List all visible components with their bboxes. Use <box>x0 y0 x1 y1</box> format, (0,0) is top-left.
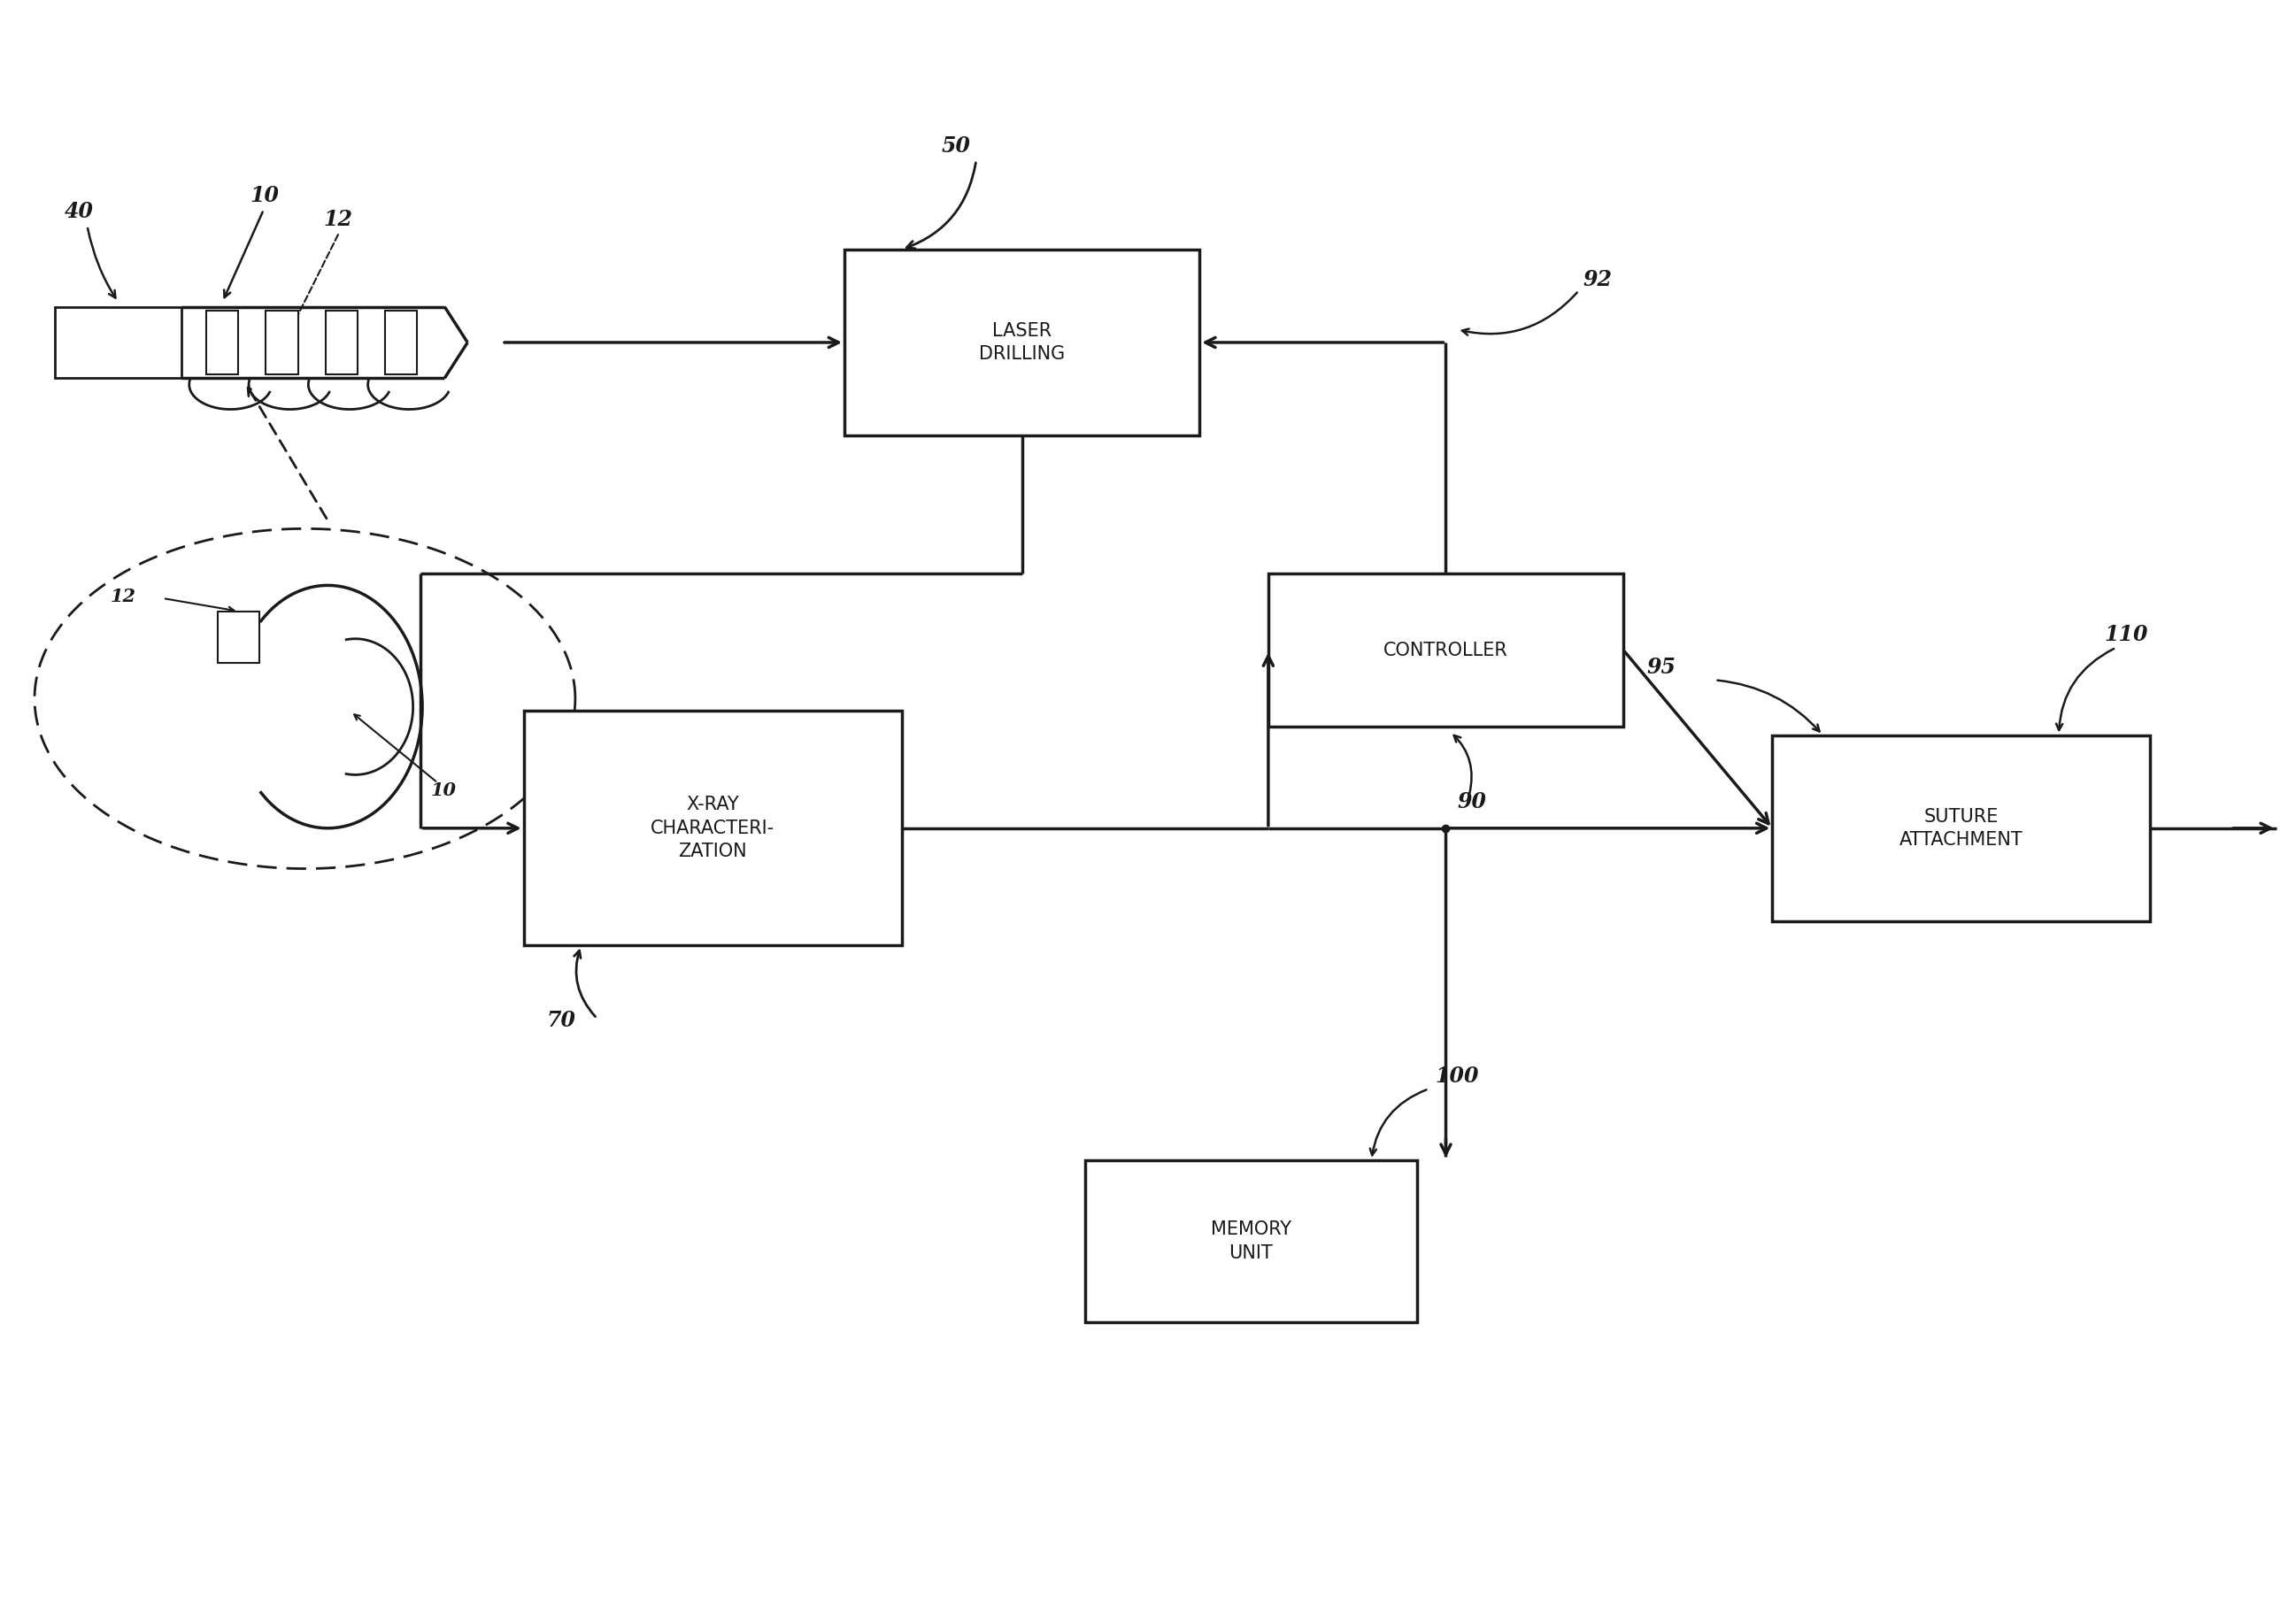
Text: 110: 110 <box>2105 624 2149 646</box>
Text: 40: 40 <box>64 201 94 222</box>
Text: 10: 10 <box>250 185 280 206</box>
Bar <box>218 611 259 663</box>
FancyBboxPatch shape <box>1773 736 2151 921</box>
Bar <box>207 310 239 375</box>
Text: 70: 70 <box>546 1010 576 1031</box>
FancyBboxPatch shape <box>1086 1160 1417 1322</box>
Bar <box>386 310 418 375</box>
Text: 90: 90 <box>1458 791 1486 812</box>
Text: 50: 50 <box>941 135 971 156</box>
Bar <box>266 310 298 375</box>
FancyBboxPatch shape <box>1267 573 1623 728</box>
Bar <box>326 310 358 375</box>
Text: X-RAY
CHARACTERI-
ZATION: X-RAY CHARACTERI- ZATION <box>650 796 774 861</box>
Text: MEMORY
UNIT: MEMORY UNIT <box>1210 1221 1290 1262</box>
Text: 100: 100 <box>1435 1065 1479 1086</box>
Text: 12: 12 <box>110 588 135 606</box>
Text: CONTROLLER: CONTROLLER <box>1384 641 1508 659</box>
Text: 92: 92 <box>1584 270 1612 291</box>
Text: 12: 12 <box>324 209 351 231</box>
FancyBboxPatch shape <box>523 711 902 945</box>
Text: 95: 95 <box>1646 656 1676 677</box>
Text: 10: 10 <box>432 781 457 799</box>
Text: LASER
DRILLING: LASER DRILLING <box>978 322 1065 364</box>
Polygon shape <box>55 307 181 378</box>
Text: SUTURE
ATTACHMENT: SUTURE ATTACHMENT <box>1899 807 2023 849</box>
FancyBboxPatch shape <box>845 250 1199 435</box>
